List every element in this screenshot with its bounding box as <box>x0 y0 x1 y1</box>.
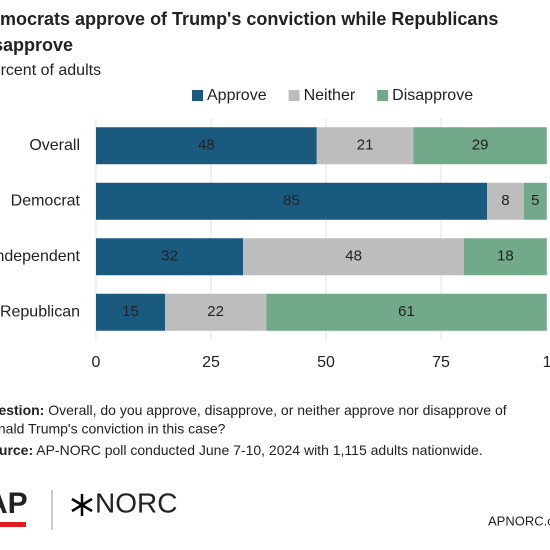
bar <box>96 182 487 220</box>
data-label: 18 <box>497 248 514 265</box>
y-tick-label: Republican <box>0 303 80 320</box>
logo-norc: NORC <box>95 487 177 518</box>
legend-swatch <box>288 90 300 101</box>
data-label: 61 <box>398 303 415 320</box>
bar <box>165 293 267 331</box>
data-label: 5 <box>531 192 539 209</box>
data-label: 48 <box>345 248 362 265</box>
bar <box>523 182 547 220</box>
data-label: 8 <box>501 192 509 209</box>
x-tick-label: 100 <box>543 354 550 371</box>
data-label: 48 <box>198 137 215 154</box>
data-label: 22 <box>207 303 224 320</box>
x-tick-label: 0 <box>92 354 101 371</box>
x-tick-label: 75 <box>432 354 450 371</box>
bar <box>243 238 464 276</box>
subtitle: Percent of adults <box>0 62 101 79</box>
question-label: Question: <box>0 402 44 418</box>
legend-label: Approve <box>207 87 267 104</box>
logo-underline <box>0 522 26 527</box>
bar <box>316 127 414 165</box>
data-label: 32 <box>161 248 178 265</box>
y-tick-label: Democrat <box>11 192 81 209</box>
question-text: Overall, do you approve, disapprove, or … <box>48 402 506 418</box>
site: APNORC.org <box>488 513 550 528</box>
y-tick-label: Independent <box>0 248 81 265</box>
bar <box>96 127 317 165</box>
bar <box>487 182 524 220</box>
legend-label: Disapprove <box>392 87 473 104</box>
source-text: AP-NORC poll conducted June 7-10, 2024 w… <box>36 442 482 458</box>
bar <box>96 238 244 276</box>
legend-swatch <box>192 90 203 101</box>
x-tick-label: 25 <box>202 354 220 371</box>
y-tick-label: Overall <box>29 137 80 154</box>
data-label: 21 <box>357 137 374 154</box>
question: Donald Trump's conviction in this case? <box>0 421 226 437</box>
chart-title: disapprove <box>0 35 73 55</box>
x-tick-label: 50 <box>317 354 335 371</box>
legend-label: Neither <box>304 87 356 104</box>
bar <box>413 127 547 165</box>
bar <box>96 293 165 331</box>
legend-swatch <box>377 90 389 101</box>
source: Source: AP-NORC poll conducted June 7-10… <box>0 442 483 458</box>
bar <box>266 293 547 331</box>
logo-star <box>71 494 93 516</box>
bar <box>464 238 547 276</box>
data-label: 15 <box>122 303 139 320</box>
chart-title: Democrats approve of Trump's conviction … <box>0 9 498 29</box>
source-label: Source: <box>0 442 33 458</box>
data-label: 85 <box>283 192 300 209</box>
question: Question: Overall, do you approve, disap… <box>0 402 507 418</box>
data-label: 29 <box>472 137 489 154</box>
logo-ap: AP <box>0 487 28 520</box>
